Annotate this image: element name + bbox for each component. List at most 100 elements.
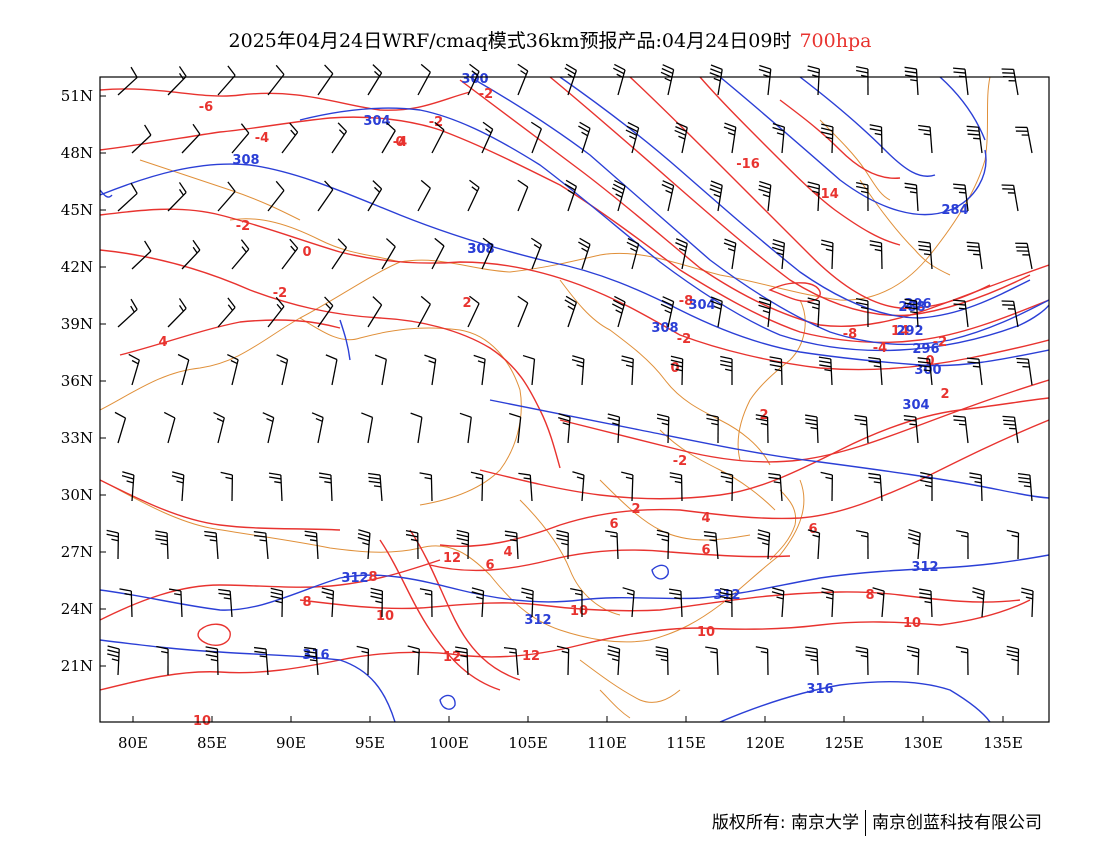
wind-barb (570, 587, 583, 618)
lon-tick-label: 120E (745, 734, 785, 752)
wind-barb (504, 530, 519, 560)
lat-tick-label: 27N (61, 543, 93, 561)
wind-barb (471, 587, 485, 618)
height-label: 292 (896, 324, 923, 339)
wind-barb (270, 587, 284, 618)
wind-barb (417, 179, 431, 212)
wind-barb (1001, 184, 1019, 212)
border-line (579, 659, 681, 703)
isotherm-line (629, 77, 991, 309)
wind-barb (558, 413, 571, 444)
height-contours (100, 77, 1049, 722)
wind-barb (253, 646, 269, 676)
wind-barbs (106, 63, 1034, 676)
lat-tick-label: 48N (61, 144, 93, 162)
wind-barb (405, 530, 419, 560)
wind-barb (167, 66, 187, 96)
wind-barb (503, 646, 519, 676)
isotherm-label: 10 (376, 609, 394, 624)
wind-barb (177, 353, 190, 386)
border-line (100, 479, 805, 643)
isotherm-label: -2 (273, 286, 287, 301)
wind-barb (904, 182, 919, 212)
wind-barb (267, 180, 285, 212)
wind-barb (303, 646, 319, 676)
height-line (719, 681, 991, 722)
wind-barb (407, 645, 420, 676)
wind-barb (481, 237, 494, 270)
wind-barb (227, 354, 239, 386)
wind-barb (361, 412, 374, 444)
isotherm-label: 10 (570, 604, 588, 619)
wind-barb (1017, 472, 1033, 502)
wind-barb (1015, 242, 1033, 270)
copyright-footer: 版权所有: 南京大学 南京创蓝科技有限公司 (712, 808, 1042, 836)
wind-barb (969, 472, 983, 502)
isotherm-label: -2 (677, 332, 691, 347)
wind-barb (431, 121, 445, 154)
wind-barb (114, 411, 127, 444)
wind-barb (318, 472, 333, 502)
isotherm-line (409, 529, 521, 681)
isotherm-label: -14 (815, 187, 839, 202)
isotherm-label: -2 (479, 87, 493, 102)
isotherm-line (768, 282, 821, 302)
wind-barb (467, 63, 480, 96)
longitude-axis: 80E 85E 90E 95E 100E 105E 110E 115E 120E 125E 130E… (118, 716, 1023, 752)
height-line (439, 694, 456, 710)
boundary-lines (100, 77, 991, 719)
temperature-labels: -6-4-2-40-2-202-24-16-14-8-2-8-4-20220-2… (158, 87, 949, 729)
wind-barb (904, 66, 919, 96)
isotherm-line (439, 419, 1049, 547)
wind-barb (381, 122, 396, 154)
isotherm-label: 0 (395, 135, 404, 150)
border-line (100, 77, 991, 411)
lon-tick-label: 105E (508, 734, 548, 752)
wind-barb (805, 646, 819, 676)
border-line (559, 279, 771, 466)
wind-barb (920, 471, 933, 502)
wind-barb (204, 530, 219, 560)
plot-frame (99, 76, 1050, 723)
wind-barb (807, 529, 821, 560)
wind-barb (966, 357, 983, 386)
copyright-company: 南京创蓝科技有限公司 (872, 813, 1042, 833)
border-line (139, 159, 301, 221)
lon-tick-label: 90E (276, 734, 306, 752)
wind-barb (119, 588, 133, 618)
wind-barb (856, 297, 869, 328)
wind-barb (424, 354, 437, 386)
height-line (100, 163, 1049, 367)
wind-barb (262, 412, 275, 444)
wind-barb (868, 356, 883, 386)
wind-barb (621, 355, 634, 386)
isotherm-label: 12 (522, 649, 540, 664)
wind-barb (370, 587, 384, 618)
isotherm-label: -4 (255, 131, 269, 146)
isotherm-label: 8 (302, 595, 311, 610)
isotherm-line (119, 319, 341, 356)
wind-barb (903, 415, 919, 444)
wind-barb (906, 645, 920, 676)
wind-barb (419, 472, 433, 502)
isotherm-label: 6 (808, 522, 817, 537)
wind-barb (917, 357, 933, 386)
isotherm-line (379, 539, 501, 691)
lat-tick-label: 21N (61, 657, 93, 675)
isotherm-label: 2 (940, 387, 949, 402)
wind-barb (357, 529, 371, 560)
isotherm-line (100, 479, 341, 531)
latitude-axis: 51N 48N 45N 42N 39N 36N 33N 30N 27N 24N 21N (61, 87, 106, 675)
height-label: 308 (651, 321, 678, 336)
wind-barb (578, 237, 591, 270)
isotherm-label: -8 (679, 294, 693, 309)
lat-tick-label: 33N (61, 429, 93, 447)
wind-barb (758, 296, 772, 328)
wind-barb (656, 413, 670, 444)
isotherm-line (100, 116, 1049, 344)
lon-tick-label: 80E (118, 734, 148, 752)
lat-tick-label: 39N (61, 315, 93, 333)
wind-barb (521, 587, 534, 618)
isotherm-line (100, 88, 471, 111)
wind-barb (367, 296, 383, 328)
